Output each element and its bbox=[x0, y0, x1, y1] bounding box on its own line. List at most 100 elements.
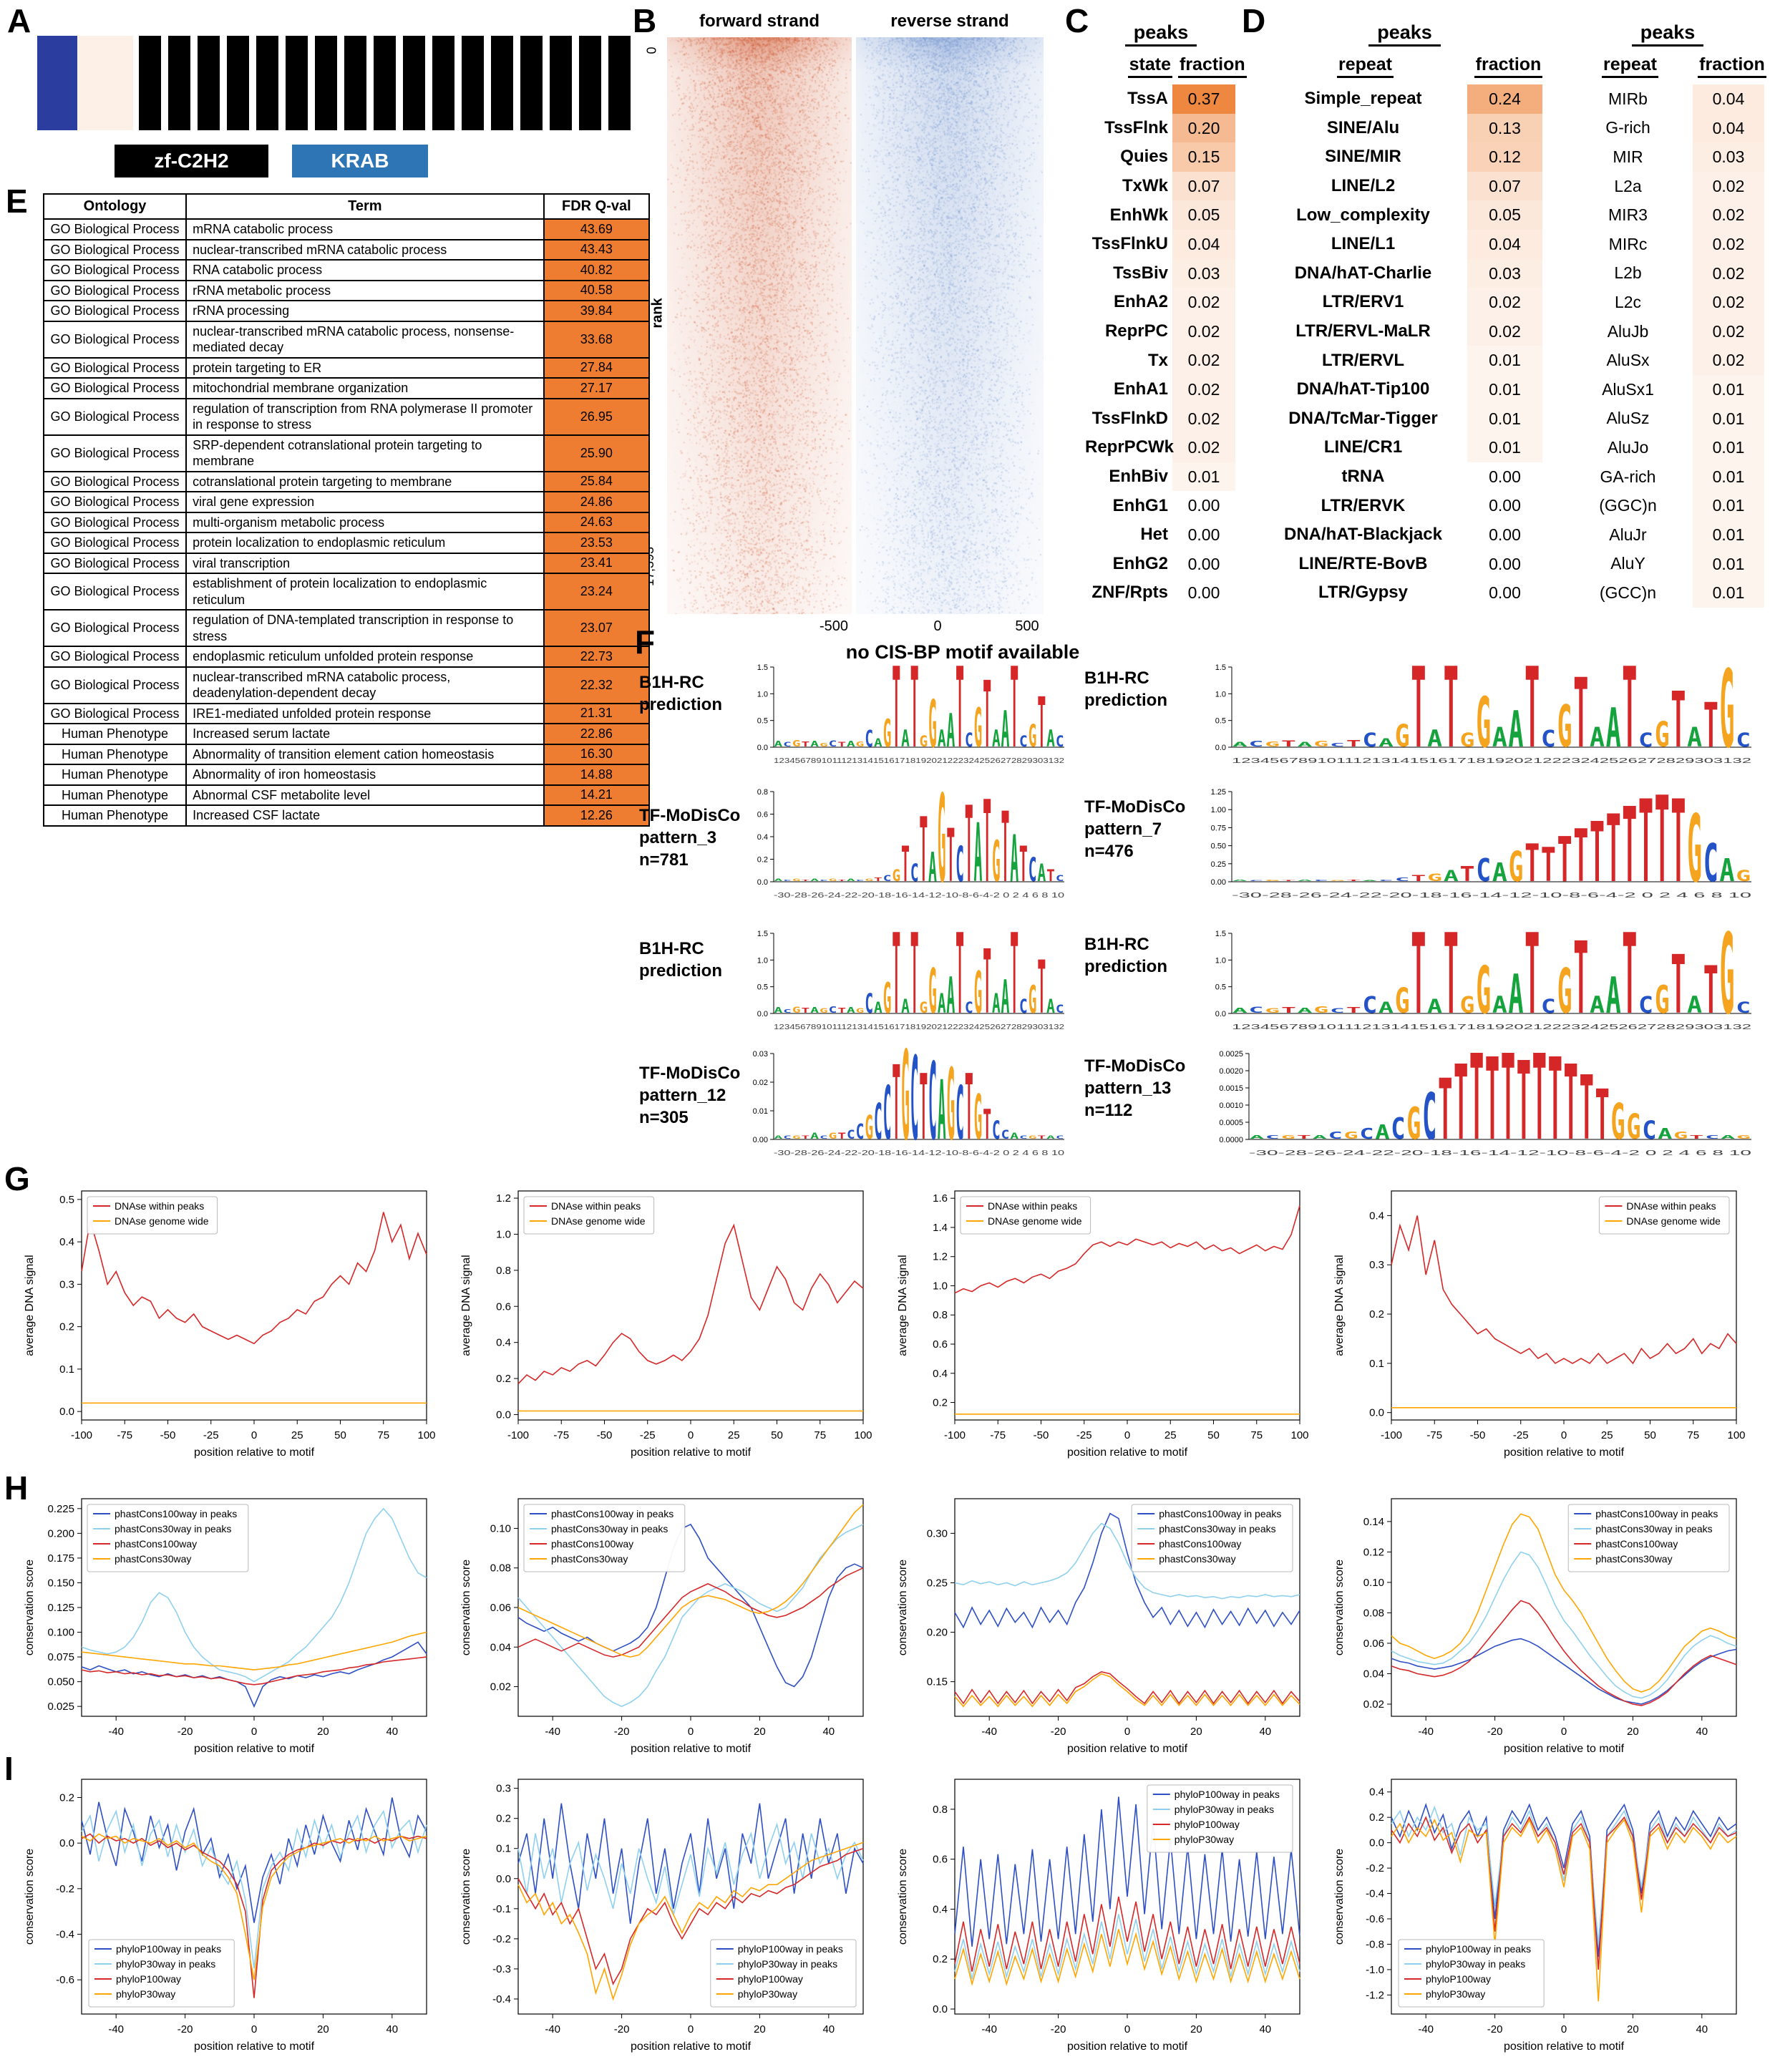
svg-text:T: T bbox=[1557, 824, 1572, 896]
svg-text:T: T bbox=[1444, 660, 1459, 769]
svg-text:20: 20 bbox=[317, 2023, 329, 2035]
table-row: TssFlnk 0.20 bbox=[1085, 113, 1235, 143]
motif-label: B1H-RC prediction bbox=[639, 671, 754, 716]
ontology-cell: GO Biological Process bbox=[42, 434, 188, 472]
svg-text:A: A bbox=[1658, 1125, 1673, 1142]
svg-text:A: A bbox=[938, 1064, 946, 1158]
category-cell: AluSz bbox=[1606, 409, 1650, 428]
svg-text:A: A bbox=[1010, 822, 1018, 897]
category-cell: LINE/L2 bbox=[1331, 176, 1396, 196]
fraction-cell: 0.01 bbox=[1693, 549, 1764, 579]
svg-text:T: T bbox=[901, 836, 910, 892]
svg-text:G: G bbox=[1626, 1107, 1640, 1147]
line-plot: -100 -75 -50 -25 0 25 50 75 100 0.0 0.2 0.4 0.6 0.8 1.… bbox=[452, 1180, 875, 1467]
svg-text:DNAse within peaks: DNAse within peaks bbox=[551, 1200, 641, 1212]
go-term-row: GO Biological Process RNA catabolic proce… bbox=[42, 259, 651, 281]
svg-text:20: 20 bbox=[317, 1726, 329, 1738]
svg-text:0.30: 0.30 bbox=[927, 1527, 948, 1540]
svg-text:G: G bbox=[829, 878, 837, 882]
svg-text:-100: -100 bbox=[507, 1429, 529, 1441]
svg-text:A: A bbox=[810, 739, 819, 749]
svg-text:-25: -25 bbox=[640, 1429, 656, 1441]
svg-text:C: C bbox=[1422, 1079, 1436, 1154]
motif-label-line: prediction bbox=[639, 961, 723, 981]
svg-text:A: A bbox=[774, 878, 782, 882]
svg-text:0.0020: 0.0020 bbox=[1219, 1067, 1243, 1076]
state-column-header: state bbox=[1085, 54, 1172, 78]
fraction-cell: 0.02 bbox=[1693, 316, 1764, 346]
svg-text:T: T bbox=[802, 880, 810, 882]
svg-text:A: A bbox=[938, 726, 946, 752]
krab-legend-box: KRAB bbox=[292, 145, 428, 177]
svg-text:A: A bbox=[810, 1006, 819, 1015]
svg-text:20: 20 bbox=[754, 1726, 766, 1738]
svg-text:0.100: 0.100 bbox=[47, 1627, 74, 1639]
svg-text:C: C bbox=[829, 1004, 837, 1015]
svg-text:T: T bbox=[1671, 676, 1686, 765]
svg-text:T: T bbox=[837, 1131, 846, 1141]
svg-text:0: 0 bbox=[251, 2023, 257, 2035]
svg-text:G: G bbox=[865, 878, 873, 882]
zinc-finger-box bbox=[550, 36, 572, 130]
motif-label: TF-MoDisCo pattern_12 n=305 bbox=[639, 1062, 754, 1129]
svg-text:G: G bbox=[992, 829, 1001, 895]
fraction-cell: 0.04 bbox=[1693, 84, 1764, 114]
category-cell: SINE/Alu bbox=[1326, 117, 1400, 137]
svg-text:A: A bbox=[1362, 880, 1377, 882]
panel-e-label: E bbox=[6, 183, 28, 220]
svg-text:A: A bbox=[847, 1006, 855, 1015]
peaks-table-title: peaks bbox=[1085, 21, 1237, 47]
fraction-cell: 0.01 bbox=[1467, 374, 1542, 404]
svg-text:-20: -20 bbox=[614, 1726, 630, 1738]
svg-text:0.02: 0.02 bbox=[490, 1681, 511, 1693]
svg-text:20: 20 bbox=[1627, 1726, 1639, 1738]
motif-label-line: n=476 bbox=[1084, 842, 1134, 862]
svg-text:phyloP30way: phyloP30way bbox=[1426, 1988, 1485, 2000]
svg-text:1.5: 1.5 bbox=[757, 930, 768, 938]
svg-text:0.0: 0.0 bbox=[757, 1010, 768, 1018]
svg-text:100: 100 bbox=[854, 1429, 872, 1441]
svg-text:T: T bbox=[947, 814, 955, 899]
svg-text:0.6: 0.6 bbox=[933, 1854, 948, 1866]
svg-text:G: G bbox=[1265, 740, 1280, 748]
svg-text:T: T bbox=[1573, 814, 1588, 898]
svg-text:T: T bbox=[1525, 660, 1540, 769]
go-term-row: Human Phenotype Increased CSF lactate 12.2… bbox=[42, 804, 651, 827]
svg-text:position relative to motif: position relative to motif bbox=[631, 1446, 752, 1459]
svg-text:0: 0 bbox=[688, 1429, 694, 1441]
table-row: L2a 0.02 bbox=[1567, 171, 1764, 201]
svg-text:-100: -100 bbox=[1381, 1429, 1402, 1441]
fraction-cell: 0.00 bbox=[1187, 525, 1220, 544]
svg-text:G: G bbox=[1029, 718, 1037, 754]
svg-text:phastCons30way in peaks: phastCons30way in peaks bbox=[1595, 1523, 1712, 1534]
svg-text:75: 75 bbox=[377, 1429, 389, 1441]
svg-text:40: 40 bbox=[1696, 1726, 1708, 1738]
term-cell: endoplasmic reticulum unfolded protein r… bbox=[185, 646, 545, 668]
svg-text:-100: -100 bbox=[944, 1429, 966, 1441]
svg-text:0.0025: 0.0025 bbox=[1219, 1050, 1243, 1059]
repeat-column-header-1: repeat bbox=[1263, 54, 1467, 78]
svg-text:0.2: 0.2 bbox=[1369, 1308, 1384, 1320]
svg-text:1.0: 1.0 bbox=[933, 1280, 948, 1292]
svg-text:-75: -75 bbox=[990, 1429, 1006, 1441]
line-plot-svg: -100 -75 -50 -25 0 25 50 75 100 0.2 0.4 0.6 0.8 1.0 1.… bbox=[897, 1190, 1309, 1459]
motif-label-line: B1H-RC bbox=[639, 673, 704, 692]
svg-text:T: T bbox=[1703, 691, 1718, 762]
svg-text:1.0: 1.0 bbox=[757, 690, 768, 699]
svg-text:0.0015: 0.0015 bbox=[1219, 1084, 1243, 1093]
table-row: G-rich 0.04 bbox=[1567, 113, 1764, 143]
svg-text:C: C bbox=[1330, 1007, 1345, 1014]
panel-g-plots: -100 -75 -50 -25 0 25 50 75 100 0.0 0.1 0.2 0.3 0.4 0.… bbox=[16, 1180, 1766, 1467]
svg-text:position relative to motif: position relative to motif bbox=[194, 2041, 315, 2053]
svg-text:0: 0 bbox=[688, 2023, 694, 2035]
svg-text:phastCons100way in peaks: phastCons100way in peaks bbox=[551, 1508, 674, 1519]
svg-text:C: C bbox=[992, 1116, 1001, 1145]
term-cell: protein targeting to ER bbox=[185, 356, 545, 379]
svg-text:0.2: 0.2 bbox=[933, 1953, 948, 1965]
svg-text:0.2: 0.2 bbox=[933, 1397, 948, 1409]
svg-text:0.0: 0.0 bbox=[757, 878, 768, 887]
svg-text:100: 100 bbox=[1290, 1429, 1308, 1441]
ontology-cell: GO Biological Process bbox=[42, 609, 188, 647]
svg-text:G: G bbox=[928, 687, 937, 762]
sequence-logo: 0.0 0.5 1.0 1.5 A C G T A G C T C A G T A T G G A A T C G T A A T C G T… bbox=[1192, 911, 1757, 1039]
